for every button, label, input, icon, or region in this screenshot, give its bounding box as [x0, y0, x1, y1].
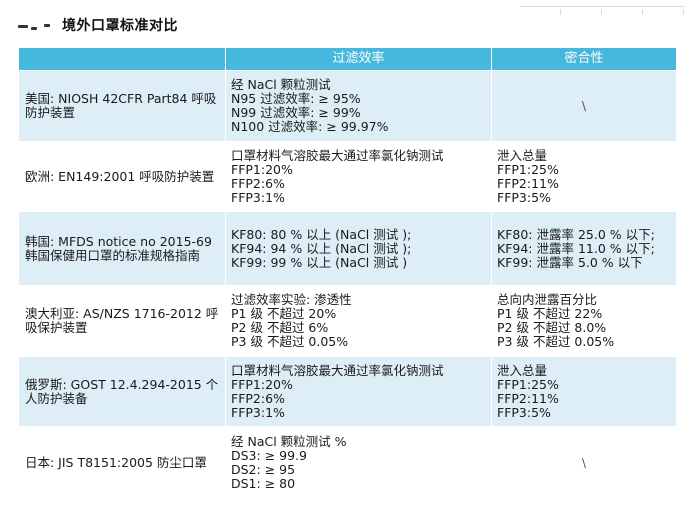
filtration-line: P2 级 不超过 6%	[231, 320, 329, 335]
fit-line: FFP1:25%	[497, 161, 559, 177]
region-cell: 韩国: MFDS notice no 2015-69 韩国保健用口罩的标准规格指…	[18, 211, 226, 286]
region-text: 美国: NIOSH 42CFR Part84 呼吸防护装置	[25, 91, 217, 120]
fit-line: KF99: 泄露率 5.0 % 以下	[497, 254, 643, 270]
standards-table: 过滤效率 密合性 美国: NIOSH 42CFR Part84 呼吸防护装置 经…	[18, 47, 677, 499]
region-text: 韩国: MFDS notice no 2015-69 韩国保健用口罩的标准规格指…	[25, 233, 212, 263]
header: 境外口罩标准对比	[18, 12, 178, 38]
fit-line: FFP1:25%	[497, 376, 559, 392]
fit-cell: 总向内泄露百分比 P1 级 不超过 22% P2 级 不超过 8.0% P3 级…	[491, 285, 677, 357]
region-cell: 俄罗斯: GOST 12.4.294-2015 个人防护装备	[18, 356, 226, 427]
region-cell: 美国: NIOSH 42CFR Part84 呼吸防护装置	[18, 70, 226, 142]
fit-line: P2 级 不超过 8.0%	[497, 320, 607, 335]
top-decoration	[520, 0, 685, 15]
filtration-cell: 经 NaCl 颗粒测试 % DS3: ≥ 99.9 DS2: ≥ 95 DS1:…	[225, 426, 492, 499]
filtration-line: P1 级 不超过 20%	[231, 306, 337, 321]
filtration-line: 口罩材料气溶胶最大通过率氯化钠测试	[231, 362, 444, 378]
table-row-australia: 澳大利亚: AS/NZS 1716-2012 呼吸保护装置 过滤效率实验: 渗透…	[18, 285, 677, 357]
filtration-line: KF80: 80 % 以上 (NaCl 测试 );	[231, 226, 412, 242]
table-row-korea: 韩国: MFDS notice no 2015-69 韩国保健用口罩的标准规格指…	[18, 211, 677, 286]
region-cell: 日本: JIS T8151:2005 防尘口罩	[18, 426, 226, 499]
fit-line: KF80: 泄露率 25.0 % 以下;	[497, 226, 655, 242]
filtration-line: P3 级 不超过 0.05%	[231, 334, 349, 349]
page-title: 境外口罩标准对比	[62, 18, 178, 34]
region-text: 日本: JIS T8151:2005 防尘口罩	[25, 454, 207, 470]
table-row-usa: 美国: NIOSH 42CFR Part84 呼吸防护装置 经 NaCl 颗粒测…	[18, 70, 677, 142]
filtration-line: 口罩材料气溶胶最大通过率氯化钠测试	[231, 147, 444, 163]
filtration-line: KF94: 94 % 以上 (NaCl 测试 );	[231, 240, 412, 256]
fit-line: FFP3:5%	[497, 189, 551, 205]
fit-empty-mark: \	[581, 454, 587, 470]
filtration-line: FFP2:6%	[231, 175, 285, 191]
filtration-line: 过滤效率实验: 渗透性	[231, 292, 352, 307]
filtration-line: DS2: ≥ 95	[231, 461, 296, 477]
filtration-line: DS1: ≥ 80	[231, 475, 296, 491]
fit-line: P3 级 不超过 0.05%	[497, 334, 615, 349]
filtration-line: 经 NaCl 颗粒测试 %	[231, 433, 347, 449]
fit-line: 泄入总量	[497, 362, 548, 378]
filtration-cell: 经 NaCl 颗粒测试 N95 过滤效率: ≥ 95% N99 过滤效率: ≥ …	[225, 70, 492, 142]
filtration-line: N95 过滤效率: ≥ 95%	[231, 91, 361, 106]
fit-line: KF94: 泄露率 11.0 % 以下;	[497, 240, 655, 256]
filtration-line: KF99: 99 % 以上 (NaCl 测试 )	[231, 254, 408, 270]
column-header-filtration: 过滤效率	[225, 47, 492, 71]
region-text: 俄罗斯: GOST 12.4.294-2015 个人防护装备	[25, 376, 219, 406]
filtration-line: FFP1:20%	[231, 161, 293, 177]
filtration-line: FFP2:6%	[231, 390, 285, 406]
region-cell: 澳大利亚: AS/NZS 1716-2012 呼吸保护装置	[18, 285, 226, 357]
filtration-line: N99 过滤效率: ≥ 99%	[231, 105, 361, 120]
filtration-line: FFP3:1%	[231, 189, 285, 205]
region-text: 欧洲: EN149:2001 呼吸防护装置	[25, 168, 215, 184]
fit-empty-mark: \	[581, 98, 587, 113]
fit-cell: \	[491, 70, 677, 142]
fit-line: FFP2:11%	[497, 390, 559, 406]
region-cell: 欧洲: EN149:2001 呼吸防护装置	[18, 141, 226, 212]
table-header-row: 过滤效率 密合性	[18, 47, 677, 71]
fit-cell: KF80: 泄露率 25.0 % 以下; KF94: 泄露率 11.0 % 以下…	[491, 211, 677, 286]
fit-line: 泄入总量	[497, 147, 548, 163]
column-header-region	[18, 47, 226, 71]
fit-line: P1 级 不超过 22%	[497, 306, 603, 321]
header-mark-icon	[18, 18, 56, 32]
filtration-cell: 过滤效率实验: 渗透性 P1 级 不超过 20% P2 级 不超过 6% P3 …	[225, 285, 492, 357]
filtration-line: DS3: ≥ 99.9	[231, 447, 307, 463]
filtration-line: FFP3:1%	[231, 404, 285, 420]
table-row-europe: 欧洲: EN149:2001 呼吸防护装置 口罩材料气溶胶最大通过率氯化钠测试 …	[18, 141, 677, 212]
fit-line: 总向内泄露百分比	[497, 292, 598, 307]
filtration-cell: 口罩材料气溶胶最大通过率氯化钠测试 FFP1:20% FFP2:6% FFP3:…	[225, 141, 492, 212]
region-text: 澳大利亚: AS/NZS 1716-2012 呼吸保护装置	[25, 306, 219, 335]
table-row-japan: 日本: JIS T8151:2005 防尘口罩 经 NaCl 颗粒测试 % DS…	[18, 426, 677, 499]
column-header-fit: 密合性	[491, 47, 677, 71]
fit-cell: 泄入总量 FFP1:25% FFP2:11% FFP3:5%	[491, 141, 677, 212]
filtration-line: N100 过滤效率: ≥ 99.97%	[231, 119, 389, 134]
fit-cell: \	[491, 426, 677, 499]
fit-cell: 泄入总量 FFP1:25% FFP2:11% FFP3:5%	[491, 356, 677, 427]
filtration-line: 经 NaCl 颗粒测试	[231, 77, 331, 92]
filtration-line: FFP1:20%	[231, 376, 293, 392]
fit-line: FFP2:11%	[497, 175, 559, 191]
filtration-cell: 口罩材料气溶胶最大通过率氯化钠测试 FFP1:20% FFP2:6% FFP3:…	[225, 356, 492, 427]
fit-line: FFP3:5%	[497, 404, 551, 420]
table-row-russia: 俄罗斯: GOST 12.4.294-2015 个人防护装备 口罩材料气溶胶最大…	[18, 356, 677, 427]
filtration-cell: KF80: 80 % 以上 (NaCl 测试 ); KF94: 94 % 以上 …	[225, 211, 492, 286]
